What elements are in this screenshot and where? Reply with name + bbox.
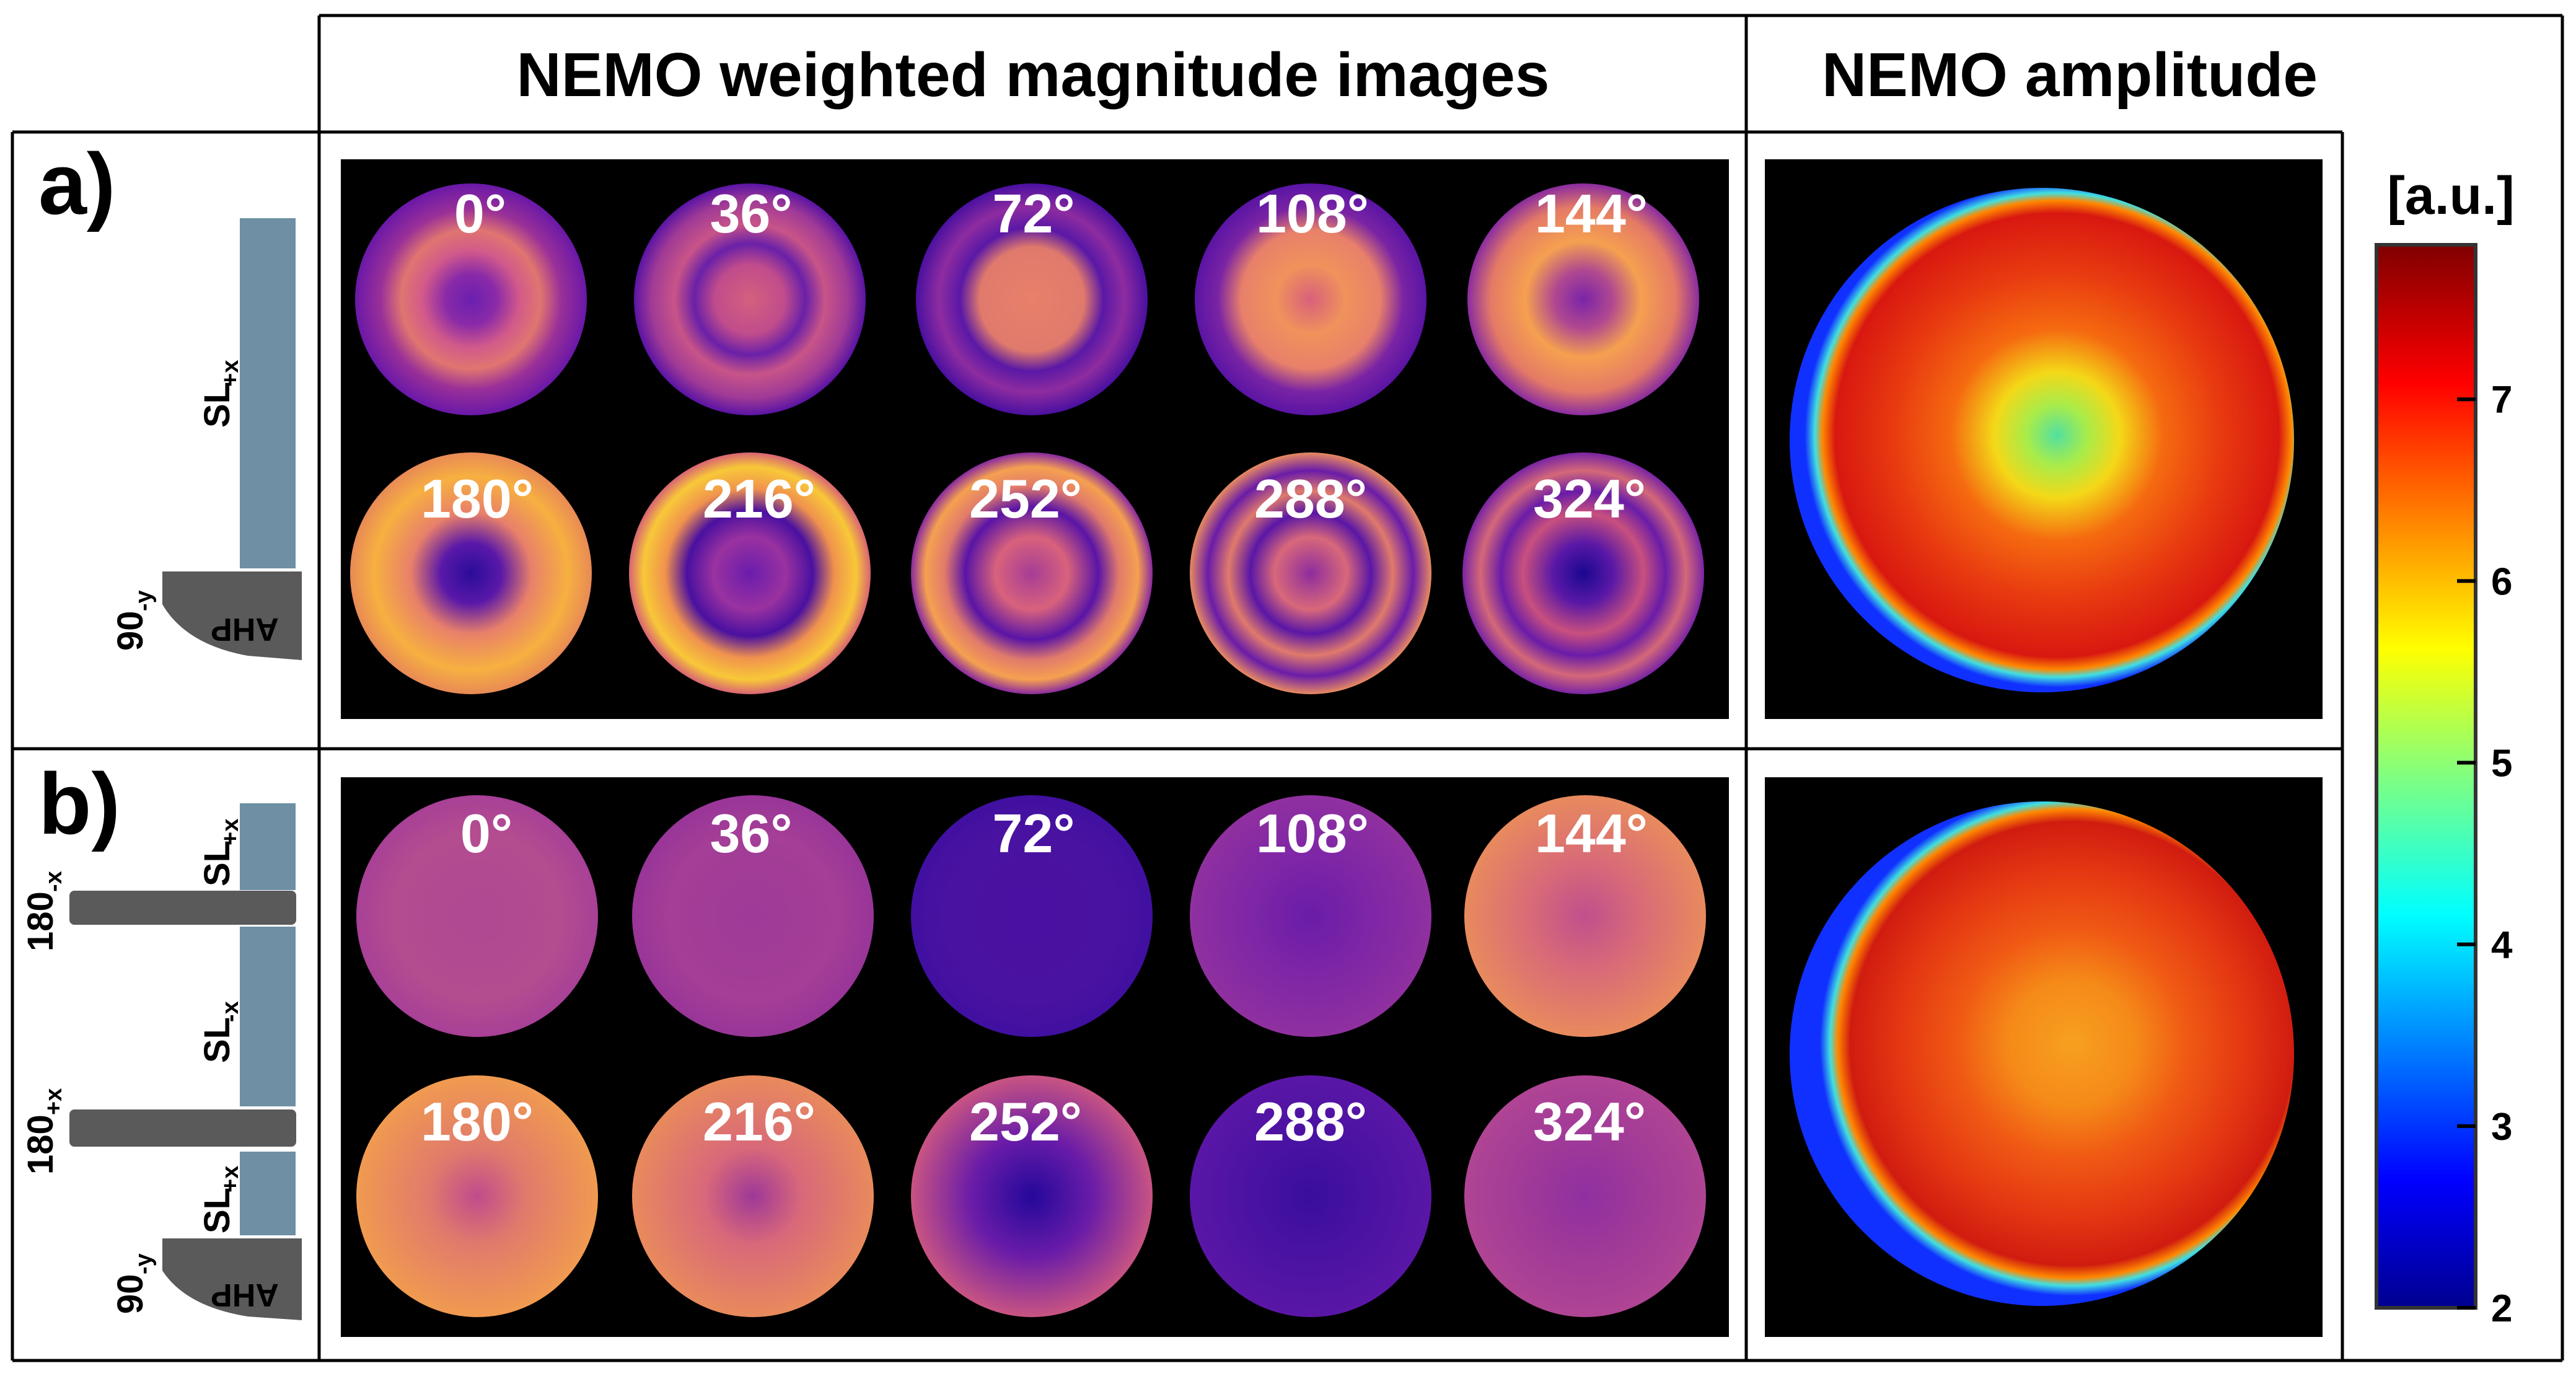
- magnitude-disc: [1190, 1075, 1431, 1317]
- colorbar: [2375, 243, 2477, 1310]
- angle-label: 324°: [1533, 1091, 1646, 1152]
- angle-label: 36°: [710, 803, 792, 864]
- angle-label: 180°: [421, 468, 534, 529]
- sl3-sub: +x: [218, 1166, 244, 1193]
- colorbar-tick-label: 7: [2491, 379, 2512, 421]
- sl1-label: SL: [197, 840, 237, 886]
- refocus-pulse-2: [69, 1109, 296, 1147]
- frame-lines: [11, 14, 2564, 1362]
- sl3-label: SL: [197, 1188, 237, 1233]
- angle-label: 108°: [1256, 803, 1369, 864]
- magnitude-disc: [629, 452, 871, 694]
- angle-label: 288°: [1254, 468, 1367, 529]
- colorbar-tick-label: 6: [2491, 560, 2512, 603]
- angle-label: 216°: [703, 468, 815, 529]
- ahp-label: AHP: [211, 611, 279, 647]
- magnitude-disc: [356, 1075, 598, 1317]
- sl-label: SL: [197, 382, 237, 428]
- angle-label: 108°: [1256, 183, 1369, 244]
- panel-label-a: a): [38, 135, 115, 232]
- colorbar-unit-label: [a.u.]: [2387, 166, 2514, 226]
- ahp-pulse-shape: [162, 1238, 302, 1320]
- angle-label: 252°: [969, 1091, 1082, 1152]
- sl-sub: +x: [218, 360, 244, 387]
- refocus2-sub: +x: [41, 1088, 67, 1115]
- sequence-diagram-b: SL +x SL -x SL +x 180 -x 180 +x 90 -y AH…: [20, 803, 302, 1320]
- magnitude-disc: [634, 183, 866, 415]
- angle-label: 180°: [421, 1091, 534, 1152]
- colorbar-tick-label: 2: [2491, 1287, 2512, 1330]
- angle-label: 36°: [710, 183, 792, 244]
- magnitude-disc: [1464, 795, 1706, 1037]
- excite-label: 90: [110, 1274, 151, 1314]
- angle-label: 324°: [1533, 468, 1646, 529]
- colorbar-tick-label: 3: [2491, 1106, 2512, 1149]
- spin-lock-block-2: [240, 927, 296, 1106]
- excite-label: 90: [110, 611, 151, 651]
- magnitude-disc: [1467, 183, 1699, 415]
- colorbar-ticks: 2 3 4 5 6 7: [2457, 379, 2513, 1330]
- excite-sub: -y: [131, 1253, 157, 1274]
- magnitude-disc: [1462, 452, 1704, 694]
- magnitude-disc: [355, 183, 587, 415]
- refocus2-label: 180: [20, 1114, 61, 1175]
- magnitude-disc: [916, 183, 1148, 415]
- angle-label: 144°: [1535, 803, 1648, 864]
- colorbar-tick-label: 4: [2491, 924, 2513, 967]
- header-weighted-magnitude: NEMO weighted magnitude images: [517, 40, 1550, 110]
- magnitude-disc: [1195, 183, 1426, 415]
- magnitude-images-a: [350, 183, 1704, 694]
- sequence-diagram-a: SL +x 90 -y AHP: [110, 218, 302, 660]
- amplitude-map-a: [1790, 188, 2294, 692]
- magnitude-disc: [911, 795, 1153, 1037]
- magnitude-disc: [632, 795, 874, 1037]
- amplitude-map-b: [1790, 801, 2294, 1306]
- angle-label: 252°: [969, 468, 1082, 529]
- sl1-sub: +x: [218, 819, 244, 845]
- magnitude-disc: [632, 1075, 874, 1317]
- magnitude-disc: [1464, 1075, 1706, 1317]
- sl2-sub: -x: [218, 1001, 244, 1022]
- angle-label: 216°: [703, 1091, 815, 1152]
- ahp-pulse-shape: [162, 571, 302, 660]
- magnitude-disc: [350, 452, 592, 694]
- ahp-label: AHP: [211, 1277, 279, 1313]
- magnitude-disc: [1190, 795, 1431, 1037]
- panel-label-b: b): [38, 755, 120, 852]
- angle-labels-b: 0° 36° 72° 108° 144° 180° 216° 252° 288°…: [421, 803, 1648, 1152]
- spin-lock-block-3: [240, 1152, 296, 1235]
- angle-labels-a: 0° 36° 72° 108° 144° 180° 216° 252° 288°…: [421, 183, 1648, 529]
- sl2-label: SL: [197, 1017, 237, 1063]
- spin-lock-block-1: [240, 803, 296, 890]
- angle-label: 0°: [460, 803, 512, 864]
- magnitude-disc: [911, 452, 1153, 694]
- magnitude-images-b: [356, 795, 1706, 1317]
- angle-label: 288°: [1254, 1091, 1367, 1152]
- angle-label: 0°: [454, 183, 506, 244]
- refocus-pulse-1: [69, 891, 296, 925]
- angle-label: 144°: [1535, 183, 1648, 244]
- spin-lock-block: [240, 218, 296, 568]
- angle-label: 72°: [992, 803, 1075, 864]
- magnitude-disc: [911, 1075, 1153, 1317]
- colorbar-tick-label: 5: [2491, 743, 2512, 785]
- magnitude-disc: [356, 795, 598, 1037]
- refocus1-sub: -x: [41, 871, 67, 892]
- refocus1-label: 180: [20, 891, 61, 951]
- header-amplitude: NEMO amplitude: [1822, 40, 2318, 110]
- magnitude-disc: [1190, 452, 1431, 694]
- excite-sub: -y: [131, 590, 157, 611]
- angle-label: 72°: [992, 183, 1075, 244]
